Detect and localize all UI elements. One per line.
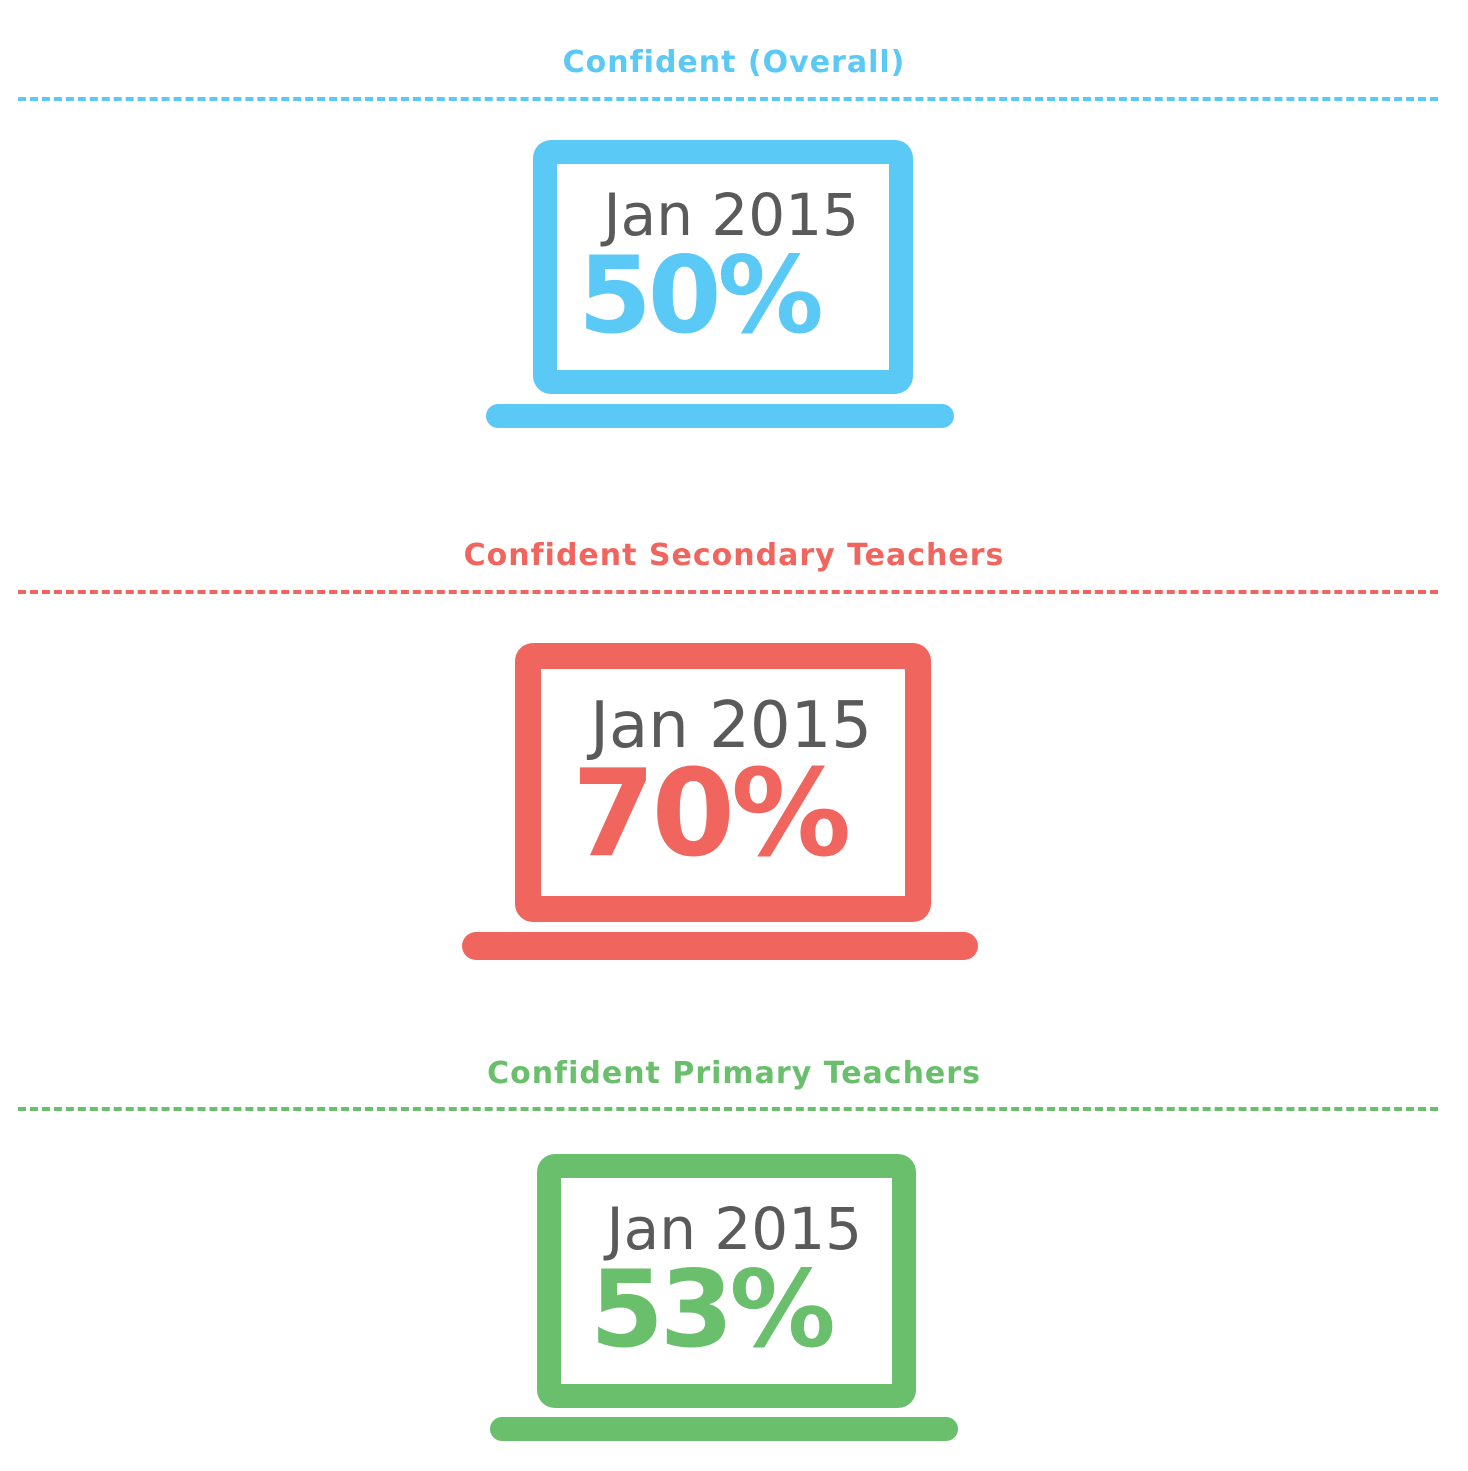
date-label-secondary: Jan 2015 (590, 689, 872, 763)
value-primary: 53% (590, 1248, 836, 1371)
value-overall: 50% (578, 234, 824, 357)
laptop-screen (537, 1154, 916, 1408)
section-title-overall: Confident (Overall) (562, 45, 906, 80)
value-secondary: 70% (572, 745, 851, 884)
laptop-base (462, 932, 978, 960)
divider-overall (18, 97, 1438, 101)
laptop-base (486, 404, 954, 428)
section-title-primary: Confident Primary Teachers (487, 1056, 981, 1091)
divider-primary (18, 1107, 1438, 1111)
date-label-primary: Jan 2015 (606, 1195, 862, 1263)
laptop-screen (533, 140, 913, 394)
laptop-base (490, 1417, 958, 1441)
laptop-screen (515, 643, 931, 922)
divider-secondary (18, 590, 1438, 594)
date-label-overall: Jan 2015 (603, 181, 859, 249)
section-title-secondary: Confident Secondary Teachers (463, 538, 1005, 573)
